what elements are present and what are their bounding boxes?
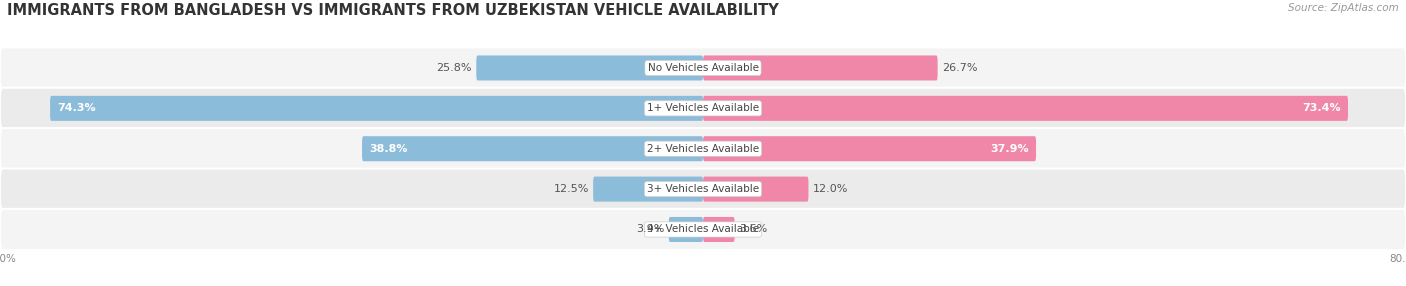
Text: No Vehicles Available: No Vehicles Available xyxy=(648,63,758,73)
FancyBboxPatch shape xyxy=(0,209,1406,250)
FancyBboxPatch shape xyxy=(0,47,1406,89)
Text: 38.8%: 38.8% xyxy=(368,144,408,154)
Text: 26.7%: 26.7% xyxy=(942,63,977,73)
Text: 1+ Vehicles Available: 1+ Vehicles Available xyxy=(647,103,759,113)
Text: 73.4%: 73.4% xyxy=(1302,103,1341,113)
FancyBboxPatch shape xyxy=(477,55,703,80)
Text: IMMIGRANTS FROM BANGLADESH VS IMMIGRANTS FROM UZBEKISTAN VEHICLE AVAILABILITY: IMMIGRANTS FROM BANGLADESH VS IMMIGRANTS… xyxy=(7,3,779,18)
FancyBboxPatch shape xyxy=(363,136,703,161)
Text: 74.3%: 74.3% xyxy=(58,103,96,113)
FancyBboxPatch shape xyxy=(703,136,1036,161)
Text: 3.9%: 3.9% xyxy=(636,225,665,235)
Text: 4+ Vehicles Available: 4+ Vehicles Available xyxy=(647,225,759,235)
FancyBboxPatch shape xyxy=(703,217,734,242)
FancyBboxPatch shape xyxy=(51,96,703,121)
FancyBboxPatch shape xyxy=(703,55,938,80)
FancyBboxPatch shape xyxy=(703,96,1348,121)
Text: 2+ Vehicles Available: 2+ Vehicles Available xyxy=(647,144,759,154)
Text: 3+ Vehicles Available: 3+ Vehicles Available xyxy=(647,184,759,194)
FancyBboxPatch shape xyxy=(703,176,808,202)
Text: 12.5%: 12.5% xyxy=(554,184,589,194)
FancyBboxPatch shape xyxy=(0,88,1406,129)
Text: 25.8%: 25.8% xyxy=(436,63,472,73)
Text: 12.0%: 12.0% xyxy=(813,184,848,194)
Text: 3.6%: 3.6% xyxy=(740,225,768,235)
FancyBboxPatch shape xyxy=(0,168,1406,210)
Text: 37.9%: 37.9% xyxy=(990,144,1029,154)
FancyBboxPatch shape xyxy=(669,217,703,242)
FancyBboxPatch shape xyxy=(0,128,1406,169)
FancyBboxPatch shape xyxy=(593,176,703,202)
Text: Source: ZipAtlas.com: Source: ZipAtlas.com xyxy=(1288,3,1399,13)
